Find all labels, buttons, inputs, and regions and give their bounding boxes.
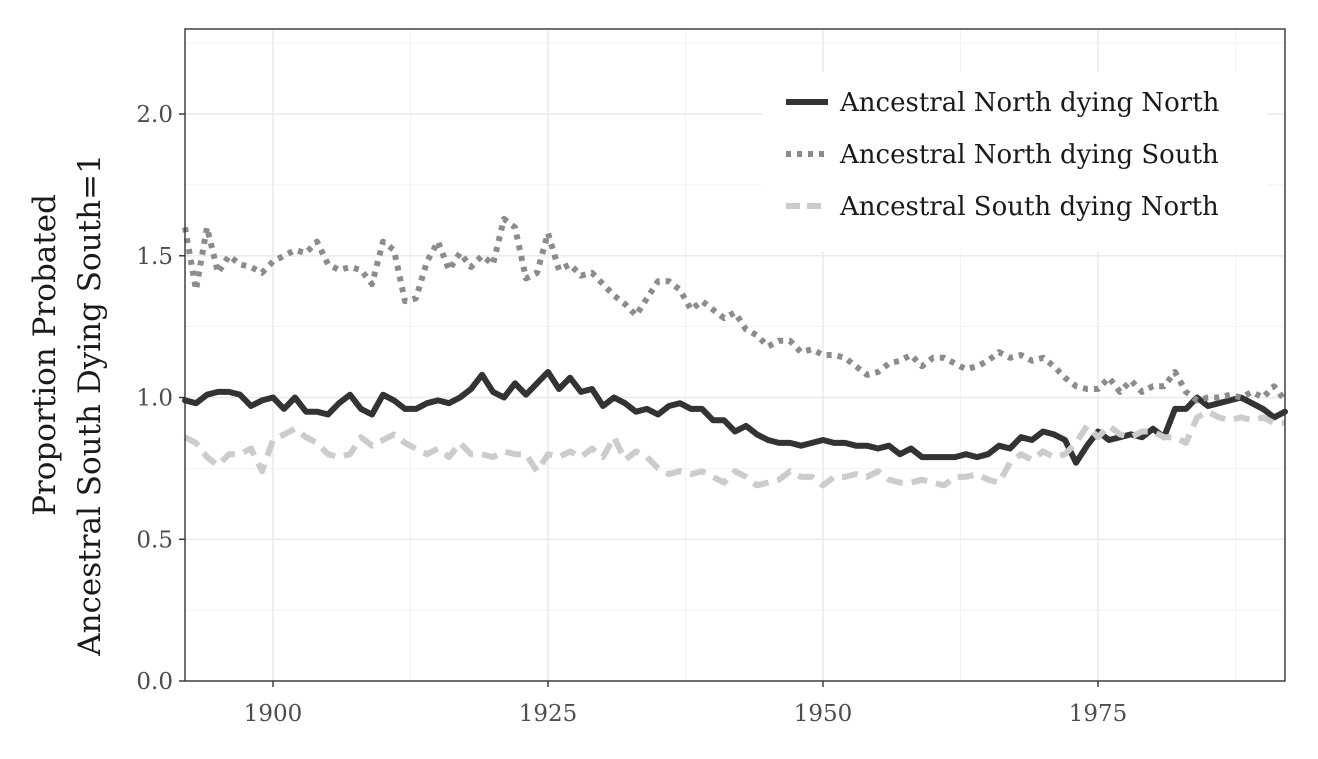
y-tick-label: 1.5 xyxy=(136,244,173,270)
series-line-3 xyxy=(183,408,1285,489)
x-tick-label: 1900 xyxy=(244,701,303,727)
y-tick-label: 2.0 xyxy=(136,102,173,128)
plot-border xyxy=(184,28,1286,682)
x-tick-label: 1950 xyxy=(794,701,853,727)
y-tick-label: 0.0 xyxy=(136,669,173,695)
y-axis-title-line-2: Ancestral South Dying South=1 xyxy=(72,154,108,657)
x-tick-label: 1975 xyxy=(1069,701,1128,727)
legend-background xyxy=(762,72,1267,252)
y-tick-label: 0.5 xyxy=(136,527,173,553)
y-axis-title-line-1: Proportion Probated xyxy=(27,194,63,516)
legend-label-3: Ancestral South dying North xyxy=(839,192,1219,222)
legend-label-2: Ancestral North dying South xyxy=(839,140,1219,170)
legend: Ancestral North dying North Ancestral Nor… xyxy=(762,72,1267,252)
legend-label-1: Ancestral North dying North xyxy=(839,88,1220,118)
y-axis-title: Proportion Probated Ancestral South Dyin… xyxy=(27,154,108,657)
series-layer xyxy=(182,215,1288,489)
x-axis: 1900 1925 1950 1975 xyxy=(244,681,1128,727)
y-axis: 0.0 0.5 1.0 1.5 2.0 xyxy=(136,102,185,695)
x-tick-label: 1925 xyxy=(519,701,578,727)
y-tick-label: 1.0 xyxy=(136,386,173,412)
